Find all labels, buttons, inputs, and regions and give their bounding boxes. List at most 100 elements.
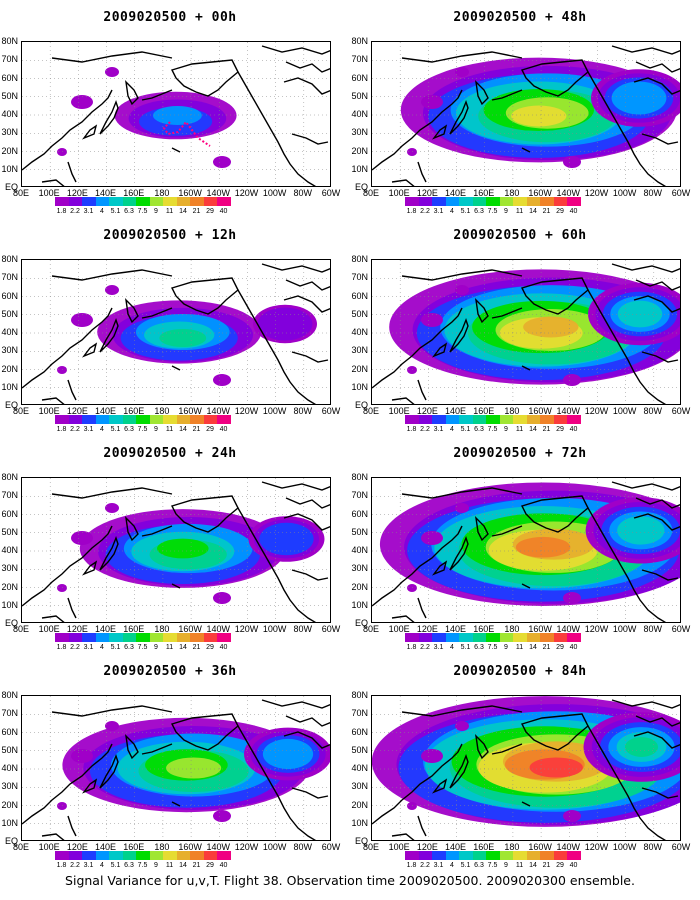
- longitude-label: 140W: [206, 406, 231, 416]
- coastline: [401, 51, 523, 63]
- colorbar-label: 29: [206, 644, 214, 651]
- variance-patch: [455, 721, 469, 731]
- colorbar-label: 5.1: [460, 862, 471, 869]
- latitude-label: 40N: [351, 327, 368, 337]
- colorbar-label: 5.1: [110, 208, 121, 215]
- colorbar-swatch: [526, 633, 540, 642]
- latitude-label: 10N: [1, 381, 18, 392]
- colorbar-swatch: [136, 851, 150, 860]
- longitude-label: 140W: [206, 624, 231, 634]
- colorbar-swatch: [405, 851, 419, 860]
- variance-patch: [105, 721, 119, 731]
- coastline: [41, 833, 65, 840]
- coastline: [372, 525, 463, 607]
- colorbar-label: 6.3: [124, 426, 134, 433]
- latitude-label: 10N: [1, 599, 18, 610]
- longitude-label: 120W: [584, 406, 609, 416]
- colorbar-label: 5.1: [110, 644, 121, 651]
- colorbar-swatch: [418, 633, 432, 642]
- coastline: [51, 269, 173, 281]
- variance-contour: [611, 81, 667, 115]
- coastline: [171, 583, 181, 589]
- longitude-label: 160W: [528, 406, 552, 416]
- colorbar-label: 11: [165, 862, 174, 869]
- longitude-label: 160W: [178, 842, 202, 852]
- longitude-label: 160E: [473, 624, 495, 634]
- colorbar-swatch: [486, 851, 500, 860]
- latitude-label: 40N: [1, 327, 18, 337]
- colorbar-swatch: [203, 633, 217, 642]
- longitude-label: 140E: [445, 842, 467, 852]
- variance-patch: [563, 374, 581, 386]
- colorbar-swatch: [68, 415, 82, 424]
- latitude-label: EQ: [354, 400, 368, 410]
- latitude-label: 10N: [351, 817, 368, 828]
- longitude-label: 80W: [293, 188, 313, 198]
- variance-patch: [71, 531, 93, 545]
- coastline: [611, 45, 680, 55]
- coastline: [449, 317, 469, 353]
- colorbar-label: 4: [450, 862, 454, 869]
- colorbar-label: 9: [154, 644, 158, 651]
- coastline: [283, 513, 330, 531]
- longitude-label: 60W: [321, 624, 341, 634]
- colorbar-swatch: [445, 851, 459, 860]
- variance-contour: [529, 757, 583, 778]
- colorbar-label: 4: [450, 208, 454, 215]
- latitude-label: 40N: [1, 545, 18, 555]
- colorbar-swatch: [472, 415, 486, 424]
- colorbar-swatch: [122, 415, 136, 424]
- latitude-label: 60N: [1, 290, 18, 301]
- latitude-label: 80N: [1, 254, 18, 264]
- coastline: [475, 734, 489, 760]
- coastline: [237, 507, 317, 622]
- coastline: [521, 801, 531, 807]
- colorbar-label: 40: [219, 426, 228, 433]
- coastline: [401, 269, 523, 281]
- colorbar-label: 2.2: [70, 862, 80, 869]
- longitude-label: 80E: [362, 188, 379, 198]
- longitude-label: 160W: [178, 624, 202, 634]
- colorbar-swatch: [190, 851, 204, 860]
- longitude-label: 120E: [416, 188, 438, 198]
- map-panel: 2009020500 + 84h 80N 70N 60N 50N 40N 30N 20N 10N…: [350, 654, 700, 876]
- coastline: [283, 77, 330, 95]
- colorbar-label: 6.3: [474, 644, 484, 651]
- variance-patch: [563, 592, 581, 604]
- coastline: [291, 133, 329, 145]
- colorbar-swatch: [459, 197, 473, 206]
- latitude-label: 60N: [1, 726, 18, 737]
- colorbar-label: 2.2: [420, 208, 430, 215]
- colorbar-label: 9: [504, 426, 508, 433]
- coastline: [417, 379, 427, 401]
- variance-patch: [421, 531, 443, 545]
- longitude-label: 60W: [321, 188, 341, 198]
- colorbar-swatch: [513, 415, 527, 424]
- latitude-label: 30N: [351, 127, 368, 138]
- map-frame: [371, 41, 681, 187]
- coastline: [417, 815, 427, 837]
- coastline: [99, 753, 119, 789]
- longitude-label: 120E: [66, 842, 88, 852]
- coastline: [141, 89, 173, 101]
- variance-patch: [105, 503, 119, 513]
- latitude-label: 30N: [351, 345, 368, 356]
- coastline: [291, 351, 329, 363]
- coastline: [99, 535, 119, 571]
- colorbar-swatch: [459, 851, 473, 860]
- colorbar-swatch: [55, 415, 69, 424]
- variance-patch: [455, 503, 469, 513]
- colorbar-swatch: [82, 415, 96, 424]
- longitude-label: 120W: [234, 406, 259, 416]
- map-panel: 2009020500 + 48h 80N 70N 60N 50N 40N 30N 20N 10N…: [350, 0, 700, 222]
- colorbar-swatch: [567, 197, 581, 206]
- latitude-label: 40N: [351, 763, 368, 773]
- map-frame: [371, 477, 681, 623]
- colorbar-swatch: [122, 197, 136, 206]
- coastline: [611, 263, 680, 273]
- panel-title: 2009020500 + 72h: [453, 446, 587, 461]
- longitude-label: 100E: [38, 842, 60, 852]
- latitude-label: EQ: [354, 618, 368, 628]
- coastline: [431, 778, 448, 794]
- colorbar-label: 1.8: [406, 208, 417, 215]
